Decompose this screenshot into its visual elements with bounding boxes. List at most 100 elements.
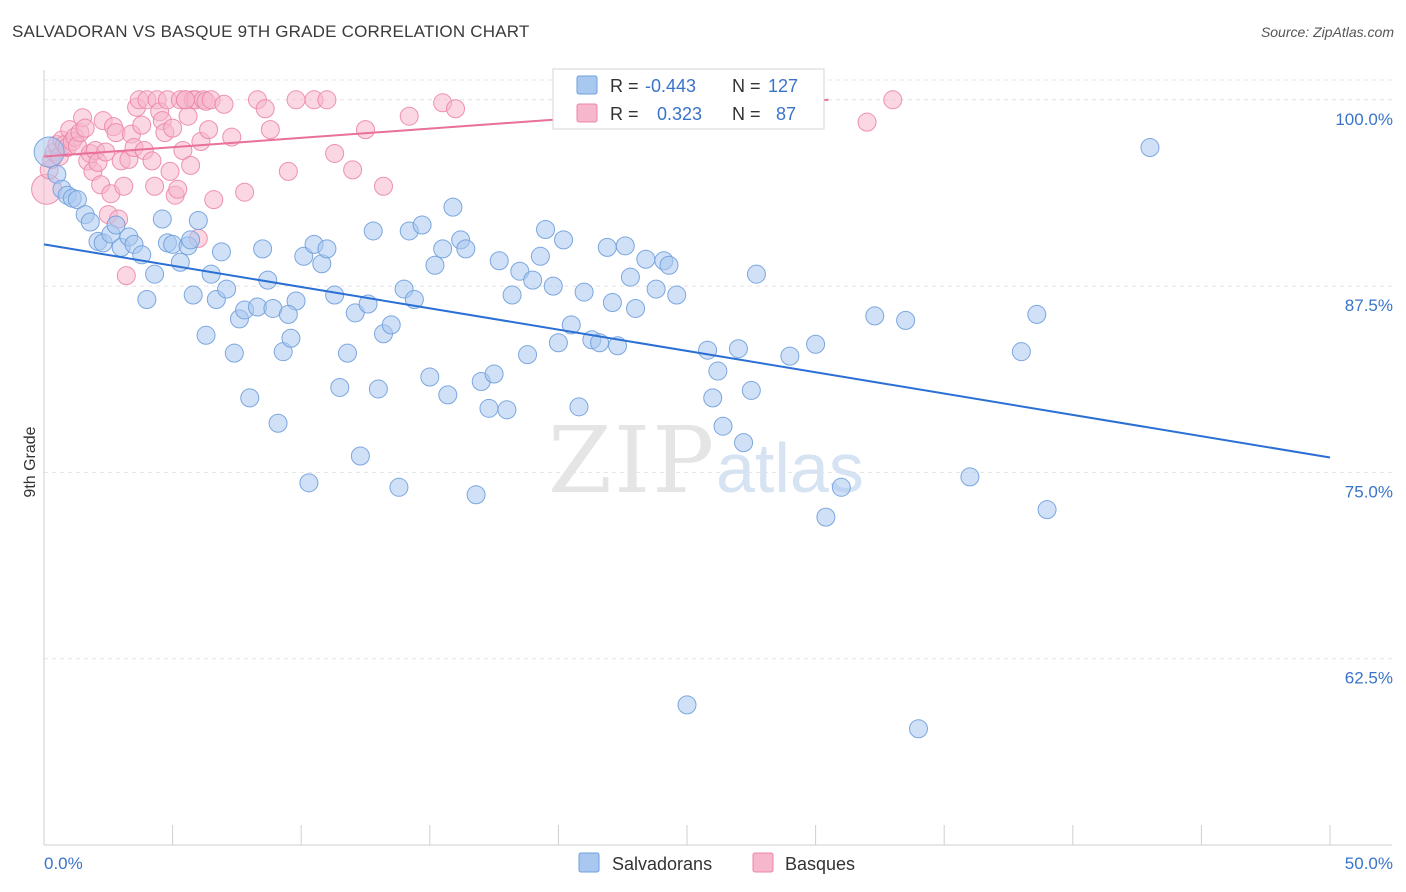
basque-point [181,155,201,175]
salvadoran-point [137,290,157,310]
salvadoran-point [561,315,581,335]
basques-swatch [576,103,598,123]
salvadorans-r-value: -0.443 [645,76,696,96]
stats-legend: R = -0.443 N = 127 R = 0.323 N = 87 [552,68,825,130]
salvadoran-point [438,385,458,405]
salvadoran-point [1037,500,1057,520]
basque-point [214,94,234,114]
basque-point [116,266,136,286]
salvadoran-point [337,343,357,363]
salvadoran-point [816,507,836,527]
salvadoran-point [608,336,628,356]
basque-point [145,176,165,196]
y-tick-label: 87.5% [1345,296,1393,315]
salvadoran-point [667,285,687,305]
salvadoran-point [299,473,319,493]
basque-point [255,99,275,119]
y-tick-label: 62.5% [1345,669,1393,688]
stats-legend-frame [552,68,825,130]
salvadoran-point [1011,342,1031,362]
y-axis-title: 9th Grade [22,426,39,497]
salvadoran-point [597,237,617,257]
salvadoran-point [1027,304,1047,324]
salvadoran-point [1140,138,1160,157]
salvadoran-point [106,215,126,235]
salvadoran-point [152,209,172,229]
salvadoran-point [188,211,208,231]
basque-point [142,151,162,171]
basques-r-value: 0.323 [657,104,702,124]
salvadoran-point [240,388,260,408]
salvadoran-point [530,246,550,266]
salvadoran-point [698,340,718,360]
watermark: ZIP atlas [548,407,864,514]
basque-point [178,106,198,126]
trend-lines [43,98,1331,459]
salvadoran-point [489,251,509,271]
salvadoran-point [502,285,522,305]
salvadoran-point [780,346,800,366]
basque-point [163,118,183,138]
salvadoran-point [960,467,980,487]
salvadoran-point [67,190,87,210]
salvadoran-point [368,379,388,399]
salvadorans-r-label: R = [610,76,639,96]
salvadoran-point [708,361,728,381]
basque-point [75,118,95,138]
salvadoran-point [806,334,826,354]
salvadoran-point [466,485,486,505]
salvadoran-point [456,239,476,259]
salvadoran-point [145,264,165,284]
salvadoran-point [281,328,301,348]
legend-salvadorans-swatch [578,852,600,873]
salvadoran-point [479,398,499,418]
salvadoran-point [659,255,679,275]
salvadoran-point [196,325,216,345]
salvadoran-point [211,242,231,262]
basques-r-label: R = [610,104,639,124]
salvadoran-point [523,270,543,290]
salvadoran-point [443,197,463,217]
legend-basques-swatch [752,852,774,873]
basque-point [286,90,306,110]
salvadoran-point [330,377,350,397]
legend-basques-label: Basques [785,854,855,874]
watermark-zip: ZIP [548,407,716,514]
basque-point [260,120,280,140]
basque-point [356,120,375,140]
data-points [31,90,1160,739]
salvadoran-point [183,285,203,305]
salvadorans-n-value: 127 [768,76,798,96]
basque-point [278,161,298,181]
salvadoran-point [181,230,201,250]
salvadoran-point [433,239,453,259]
x-tick-label: 0.0% [44,854,83,873]
salvadoran-point [317,239,337,259]
salvadoran-point [381,315,401,335]
salvadoran-point [713,416,733,436]
salvadoran-point [536,219,556,239]
salvadoran-point [602,293,622,312]
y-tick-label: 100.0% [1335,110,1393,129]
basques-n-label: N = [732,104,761,124]
salvadoran-point [734,433,754,453]
basque-point [199,120,219,140]
salvadoran-point [626,298,646,318]
salvadoran-point [224,343,244,363]
salvadoran-point [569,397,589,417]
basque-point [317,90,337,110]
basque-point [374,176,394,196]
salvadoran-point [325,285,345,305]
salvadoran-point [728,339,748,359]
basque-point [175,90,195,110]
salvadoran-point [554,230,574,250]
salvadoran-point [389,477,409,497]
salvadoran-point [865,306,885,326]
basque-point [399,106,419,126]
salvadoran-point [746,264,766,284]
salvadorans-swatch [576,75,598,95]
series-legend: Salvadorans Basques [578,852,855,874]
salvadoran-point [543,276,563,296]
salvadoran-point [518,345,538,365]
salvadoran-point [412,215,432,235]
